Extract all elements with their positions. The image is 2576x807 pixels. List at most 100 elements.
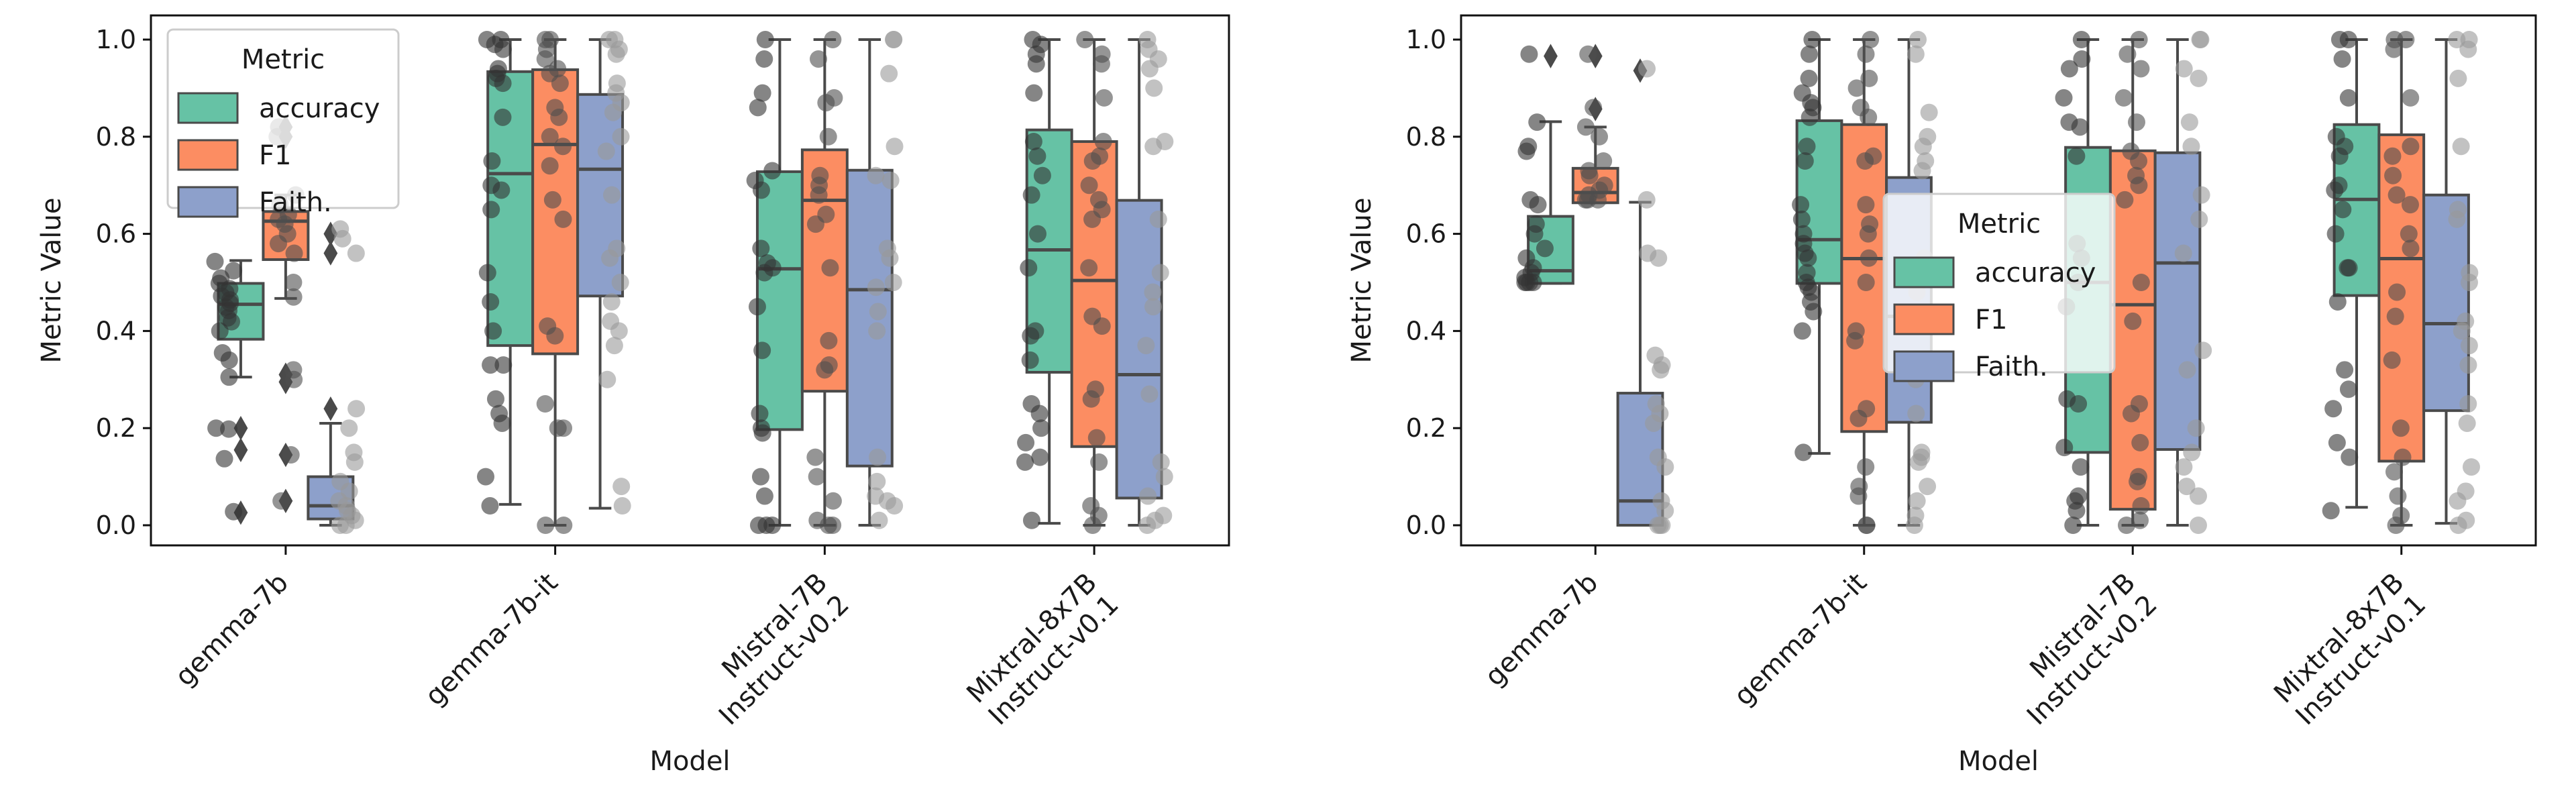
strip-point (612, 478, 631, 496)
strip-point (1907, 405, 1925, 423)
strip-point (1909, 453, 1927, 471)
strip-point (2174, 244, 2192, 262)
strip-point (756, 31, 774, 48)
outlier-marker (233, 437, 248, 462)
strip-point (2383, 147, 2402, 165)
strip-point (1920, 103, 1938, 121)
strip-point (476, 468, 494, 486)
strip-point (1907, 45, 1925, 63)
strip-point (1645, 414, 1663, 432)
strip-point (2383, 351, 2401, 369)
strip-point (1520, 45, 1538, 63)
strip-point (1801, 108, 1819, 126)
box-faith-3 (2153, 38, 2202, 527)
strip-point (2130, 152, 2148, 170)
strip-point (1521, 274, 1539, 291)
legend-swatch (177, 92, 239, 124)
strip-point (2324, 400, 2343, 418)
strip-point (272, 492, 290, 510)
strip-point (1082, 390, 1100, 408)
y-tick-label: 0.4 (96, 316, 136, 345)
strip-point (2388, 283, 2406, 301)
strip-point (270, 235, 288, 253)
strip-point (549, 419, 567, 437)
legend: Metric accuracy F1 Faith. (166, 28, 400, 218)
strip-point (1798, 138, 1816, 156)
strip-point (1144, 138, 1163, 156)
strip-point (752, 239, 770, 258)
strip-point (1144, 283, 1162, 301)
strip-point (2386, 307, 2404, 325)
strip-point (2400, 225, 2418, 243)
x-tick-label-line: gemma-7b (169, 568, 294, 692)
legend-entry-label: accuracy (1975, 258, 2096, 288)
strip-point (2448, 31, 2466, 48)
strip-point (870, 511, 888, 529)
strip-point (1656, 502, 1674, 520)
strip-point (493, 414, 511, 432)
strip-point (755, 50, 773, 68)
strip-point (536, 50, 554, 68)
strip-point (2328, 433, 2346, 451)
strip-point (868, 322, 886, 340)
strip-point (2194, 341, 2212, 360)
strip-point (1857, 196, 1875, 214)
strip-point (2462, 458, 2480, 476)
strip-point (752, 181, 770, 199)
strip-point (2071, 118, 2089, 136)
strip-point (546, 327, 564, 345)
strip-point (543, 191, 561, 209)
box-accuracy-4 (1025, 38, 1073, 525)
strip-point (2330, 147, 2349, 165)
strip-point (1028, 147, 1046, 165)
box-f1-4 (1070, 38, 1118, 527)
strip-point (220, 368, 238, 386)
strip-point (482, 292, 500, 311)
strip-point (1576, 191, 1595, 209)
strip-point (537, 517, 555, 534)
strip-point (481, 497, 499, 515)
x-tick-label-line: gemma-7b-it (1728, 568, 1873, 712)
strip-point (2339, 259, 2357, 277)
strip-point (2072, 458, 2090, 476)
strip-point (598, 370, 616, 388)
strip-point (2458, 414, 2476, 432)
strip-point (1017, 433, 1035, 451)
strip-point (1032, 419, 1051, 437)
box-faith-3 (845, 38, 894, 527)
strip-point (1139, 487, 1157, 505)
box-body (2108, 149, 2157, 511)
legend-entry-label: Faith. (259, 187, 332, 218)
strip-point (2394, 448, 2412, 466)
strip-point (1083, 517, 1102, 534)
strip-point (1536, 239, 1554, 258)
strip-point (207, 419, 225, 437)
strip-point (554, 210, 572, 228)
strip-point (551, 74, 569, 93)
strip-point (753, 84, 771, 102)
outlier-marker (323, 396, 338, 421)
strip-point (1638, 60, 1656, 78)
box-body (845, 168, 894, 468)
strip-point (2339, 89, 2357, 107)
strip-point (885, 138, 904, 156)
x-tick-label: Mistral-7BInstruct-v0.2 (691, 568, 855, 732)
strip-point (763, 162, 782, 180)
strip-point (2131, 433, 2149, 451)
strip-point (1857, 458, 1875, 476)
box-faith-1 (307, 221, 355, 527)
strip-point (2460, 337, 2478, 355)
strip-point (1033, 166, 1051, 184)
strip-point (613, 497, 631, 515)
strip-point (880, 64, 898, 83)
strip-point (1528, 113, 1546, 131)
x-tick-label: gemma-7b (169, 568, 294, 692)
strip-point (541, 157, 559, 175)
strip-point (1591, 127, 1609, 146)
strip-point (1152, 453, 1170, 471)
outlier-marker (233, 416, 248, 441)
strip-point (885, 497, 904, 515)
strip-point (1022, 511, 1040, 529)
strip-point (536, 395, 554, 413)
